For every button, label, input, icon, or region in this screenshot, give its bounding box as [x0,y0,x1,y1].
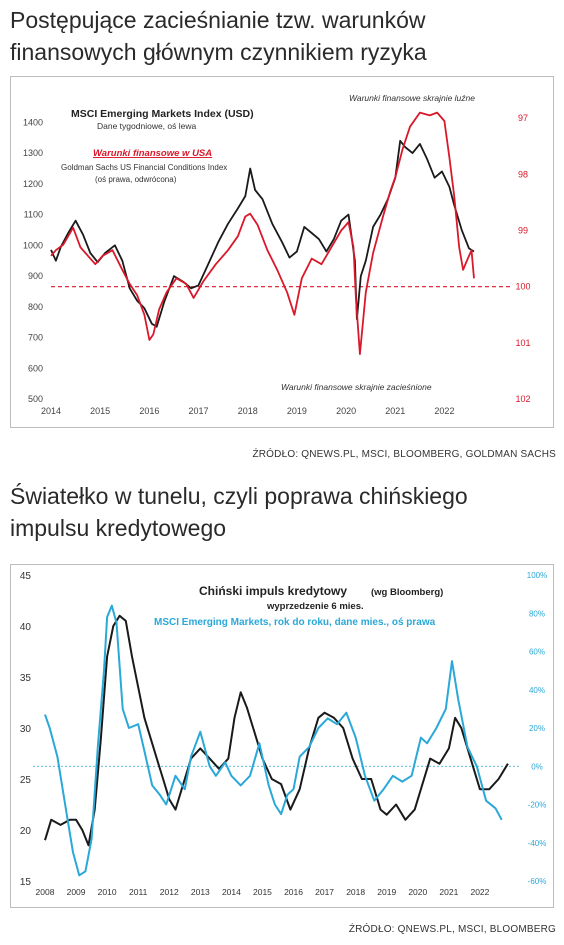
y-right-tick-label: 80% [529,609,545,618]
x-tick-label: 2021 [385,406,405,416]
section1-heading: Postępujące zacieśnianie tzw. warunków f… [10,7,427,65]
x-tick-label: 2014 [222,887,241,897]
chart1-panel: 1400 1300 1200 1100 1000 900 800 700 600 500 97 98 9… [10,76,554,428]
y-left-tick-label: 700 [28,333,43,343]
x-tick-label: 2021 [439,887,458,897]
chart2-title: Chiński impuls kredytowy [199,584,347,598]
chart2-svg: 45403530252015100%80%60%40%20%0%-20%-40%… [20,571,547,897]
y-right-tick-label: -40% [528,839,547,848]
y-left-tick-label: 30 [20,724,32,735]
y-right-tick-label: 101 [515,338,530,348]
x-tick-label: 2017 [315,887,334,897]
y-right-tick-label: 99 [518,226,528,236]
x-tick-label: 2010 [98,887,117,897]
y-left-tick-label: 600 [28,363,43,373]
financial-conditions-line [50,111,475,356]
y-right-tick-label: -20% [528,801,547,810]
annotation-top: Warunki finansowe skrajnie luźne [349,93,475,103]
x-tick-label: 2019 [377,887,396,897]
x-tick-label: 2014 [41,406,61,416]
y-left-tick-label: 45 [20,571,32,582]
chart2-blue-series-label: MSCI Emerging Markets, rok do roku, dane… [154,617,436,628]
y-right-tick-label: 100 [515,282,530,292]
y-left-tick-label: 1300 [23,148,43,158]
y-right-tick-label: 102 [515,394,530,404]
x-tick-label: 2019 [287,406,307,416]
credit-impulse-line [44,614,509,847]
x-tick-label: 2016 [284,887,303,897]
x-tick-label: 2016 [139,406,159,416]
y-left-tick-label: 1100 [24,210,43,220]
chart1-svg: 1400 1300 1200 1100 1000 900 800 700 600 500 97 98 9… [23,93,531,416]
x-tick-label: 2011 [129,887,148,897]
chart1-title: MSCI Emerging Markets Index (USD) [71,108,254,120]
x-tick-label: 2020 [408,887,427,897]
chart2-panel: 45 40 35 30 25 20 15 100% 80% 60% 40% 20% 0% -20% -40%… [10,564,554,908]
section1-source: ŹRÓDŁO: QNEWS.PL, MSCI, BLOOMBERG, GOLDM… [252,449,556,460]
chart2-title-suffix: (wg Bloomberg) [371,587,443,598]
legend-red-label: Warunki finansowe w USA [93,148,212,159]
chart2-subtitle: wyprzedzenie 6 mies. [266,601,364,612]
chart1-subtitle: Dane tygodniowe, oś lewa [97,121,197,131]
y-left-tick-label: 40 [20,622,32,633]
y-left-tick-label: 35 [20,673,32,684]
y-right-tick-label: 40% [529,686,545,695]
y-left-tick-label: 900 [28,271,43,281]
y-left-tick-label: 1400 [23,117,43,127]
y-right-tick-label: 100% [527,571,547,580]
x-tick-label: 2012 [160,887,179,897]
x-tick-label: 2018 [238,406,258,416]
x-tick-label: 2020 [336,406,356,416]
annotation-bottom: Warunki finansowe skrajnie zacieśnione [281,382,432,392]
x-tick-label: 2013 [191,887,210,897]
y-left-tick-label: 1000 [23,240,43,250]
section2-source: ŹRÓDŁO: QNEWS.PL, MSCI, BLOOMBERG [348,924,556,935]
legend-red-sub2: (oś prawa, odwrócona) [95,175,177,184]
y-left-tick-label: 25 [20,775,32,786]
x-tick-label: 2008 [36,887,55,897]
y-left-tick-label: 800 [28,302,43,312]
y-left-tick-label: 15 [20,877,32,888]
legend-red-sub1: Goldman Sachs US Financial Conditions In… [61,163,227,172]
x-tick-label: 2015 [253,887,272,897]
y-right-tick-label: 97 [518,113,528,123]
msci-em-yoy-line [44,604,503,877]
y-right-tick-label: -60% [528,877,547,886]
msci-em-line [50,139,475,328]
x-tick-label: 2022 [434,406,454,416]
x-tick-label: 2022 [470,887,489,897]
x-tick-label: 2017 [189,406,209,416]
y-right-tick-label: 0% [531,762,543,771]
y-right-tick-label: 98 [518,169,528,179]
section2-heading: Światełko w tunelu, czyli poprawa chińsk… [10,483,468,541]
y-left-tick-label: 20 [20,826,32,837]
x-tick-label: 2015 [90,406,110,416]
y-right-tick-label: 60% [529,648,545,657]
y-left-tick-label: 500 [28,394,43,404]
y-right-tick-label: 20% [529,724,545,733]
x-tick-label: 2018 [346,887,365,897]
y-left-tick-label: 1200 [23,179,43,189]
x-tick-label: 2009 [67,887,86,897]
